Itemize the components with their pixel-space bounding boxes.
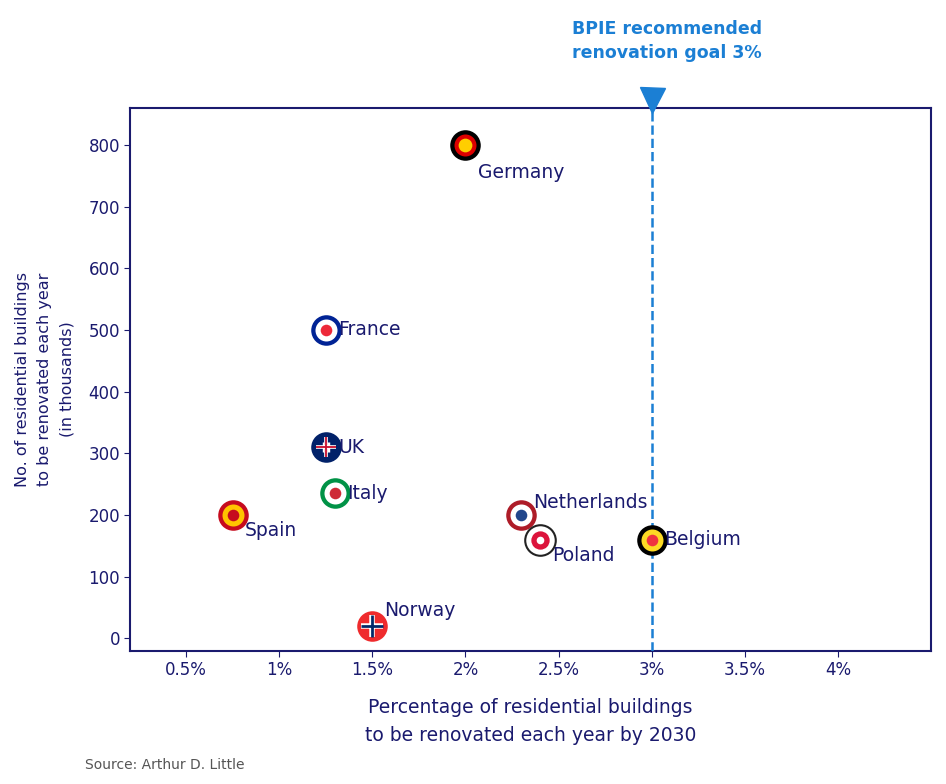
Text: Spain: Spain	[245, 521, 297, 540]
Text: UK: UK	[338, 437, 364, 456]
Text: Norway: Norway	[384, 601, 456, 620]
X-axis label: Percentage of residential buildings
to be renovated each year by 2030: Percentage of residential buildings to b…	[365, 699, 696, 746]
Y-axis label: No. of residential buildings
to be renovated each year
(in thousands): No. of residential buildings to be renov…	[15, 272, 75, 487]
Text: Source: Arthur D. Little: Source: Arthur D. Little	[85, 758, 245, 772]
Text: France: France	[338, 321, 400, 339]
Text: Italy: Italy	[347, 484, 388, 503]
Text: Poland: Poland	[552, 546, 615, 564]
Text: Germany: Germany	[478, 163, 564, 182]
Text: Netherlands: Netherlands	[534, 493, 648, 512]
Text: Belgium: Belgium	[664, 530, 741, 549]
Text: BPIE recommended
renovation goal 3%: BPIE recommended renovation goal 3%	[571, 20, 762, 62]
